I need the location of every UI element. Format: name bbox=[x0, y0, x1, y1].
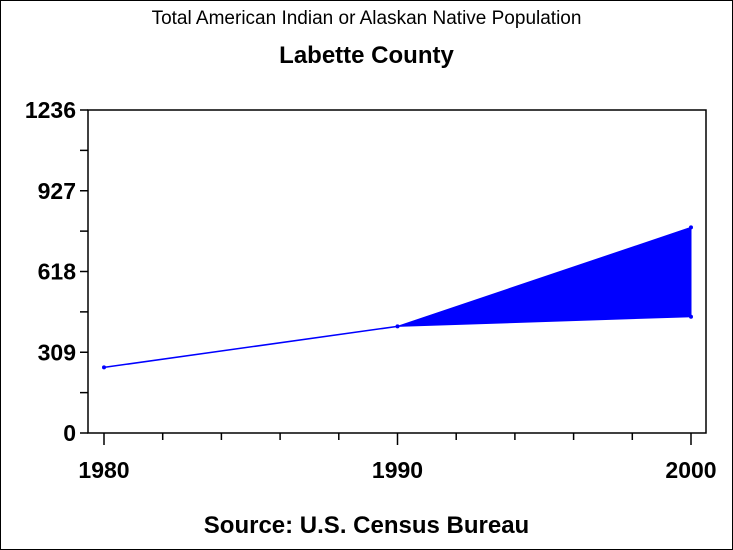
data-point bbox=[102, 365, 106, 370]
x-tick-label: 1990 bbox=[372, 457, 423, 483]
chart-footnote: Source: U.S. Census Bureau bbox=[203, 512, 530, 539]
y-tick-label: 927 bbox=[38, 178, 76, 204]
y-tick-label: 0 bbox=[63, 420, 76, 446]
chart-title: Total American Indian or Alaskan Native … bbox=[151, 8, 582, 29]
data-point bbox=[689, 314, 693, 319]
series-line bbox=[103, 325, 398, 369]
data-point bbox=[689, 225, 693, 230]
x-tick-label: 1980 bbox=[78, 457, 129, 483]
data-point bbox=[395, 324, 400, 329]
x-tick-label: 2000 bbox=[665, 457, 716, 483]
chart-subtitle: Labette County bbox=[279, 42, 454, 69]
y-tick-label: 1236 bbox=[25, 97, 76, 123]
projection-band bbox=[397, 226, 692, 327]
y-tick-label: 309 bbox=[38, 339, 76, 365]
y-tick-label: 618 bbox=[38, 259, 77, 285]
